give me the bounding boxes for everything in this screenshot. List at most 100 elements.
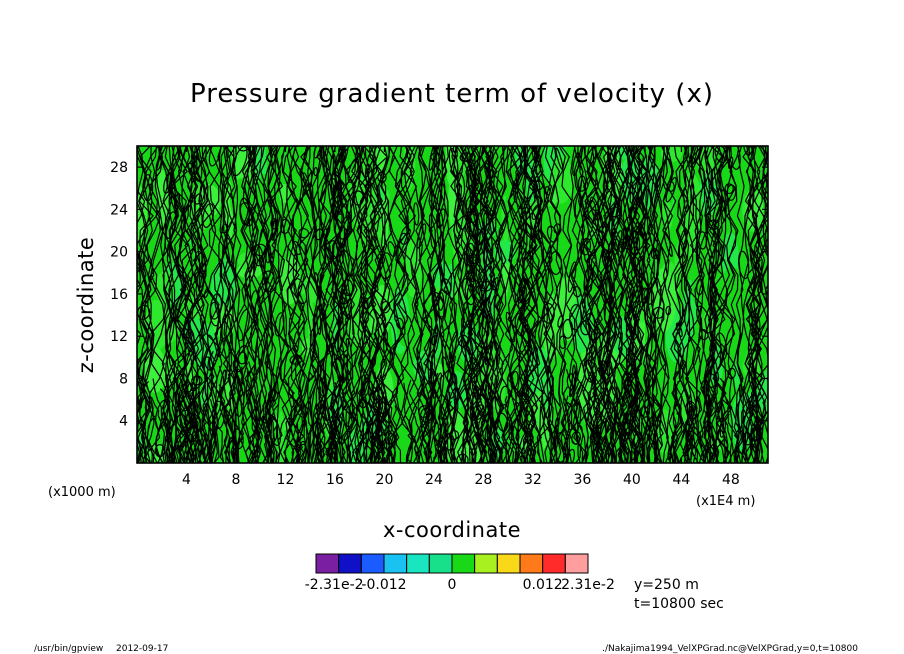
contour-loop — [297, 440, 307, 463]
contour-loop — [174, 193, 181, 210]
colorbar-swatch — [338, 553, 362, 574]
x-tick-label: 48 — [722, 472, 740, 488]
y-axis-unit: (x1000 m) — [48, 485, 116, 500]
contour-line — [340, 146, 355, 463]
contour-loop — [347, 157, 360, 183]
contour-loop — [650, 248, 659, 260]
contour-line-dense — [502, 395, 509, 463]
contour-loop — [271, 218, 278, 241]
contour-loop — [583, 266, 593, 295]
colorbar-swatch — [383, 553, 408, 574]
contour-loop — [727, 367, 736, 380]
contour-line — [469, 146, 492, 463]
contour-line — [218, 146, 238, 463]
x-tick-label: 28 — [475, 472, 493, 488]
contour-loop — [516, 280, 526, 304]
contour-line — [658, 146, 692, 463]
colorbar-label: 0 — [448, 577, 457, 593]
contour-loop — [416, 223, 427, 249]
contour-loop — [569, 304, 583, 331]
contour-loop — [743, 146, 751, 156]
contour-line-dense — [264, 366, 279, 463]
contour-line-dense — [313, 384, 328, 463]
x-tick-label: 36 — [573, 472, 591, 488]
x-axis-unit: (x1E4 m) — [696, 494, 755, 509]
contour-loop — [472, 226, 486, 258]
contour-line-dense — [194, 372, 204, 463]
contour-line-dense — [618, 393, 633, 463]
contour-loop — [292, 240, 302, 256]
contour-loop — [345, 405, 350, 428]
contour-loop — [395, 317, 404, 330]
contour-line-dense — [615, 412, 629, 463]
contour-line-dense — [201, 363, 216, 463]
contour-loop — [313, 166, 319, 177]
x-axis-label: x-coordinate — [383, 518, 521, 542]
contour-loop — [250, 290, 261, 319]
contour-line-dense — [501, 385, 515, 463]
contour-loop — [228, 436, 235, 463]
x-tick-label: 16 — [326, 472, 344, 488]
contour-loop — [562, 319, 574, 339]
contour-loop — [448, 331, 458, 361]
contour-line-dense — [486, 382, 499, 463]
y-tick-label: 8 — [119, 371, 128, 387]
contour-loop — [387, 433, 396, 445]
contour-loop — [567, 261, 577, 293]
contour-line — [266, 146, 295, 463]
y-tick-label: 12 — [110, 329, 128, 345]
contour-line — [420, 146, 442, 463]
contour-line — [579, 146, 601, 463]
contour-line — [604, 146, 622, 463]
contour-loop — [479, 280, 493, 292]
contour-loop — [440, 278, 452, 295]
contour-line-dense — [248, 361, 269, 463]
contour-loop — [599, 420, 607, 451]
contour-line-dense — [330, 382, 343, 463]
colorbar-label: 2.31e-2 — [561, 577, 615, 593]
contour-loop — [580, 320, 591, 336]
contour-line — [316, 146, 333, 463]
contour-line-dense — [736, 374, 745, 463]
contour-loop — [325, 447, 335, 458]
contour-line — [602, 146, 618, 463]
contour-line — [306, 146, 317, 463]
footer-program: /usr/bin/gpview — [34, 644, 103, 654]
contour-line-dense — [223, 373, 233, 463]
contour-loop — [574, 193, 582, 217]
contour-line-dense — [508, 369, 527, 463]
contour-loop — [280, 218, 291, 235]
contour-line-dense — [542, 389, 555, 463]
contour-line-dense — [702, 383, 719, 463]
contour-line-dense — [480, 391, 494, 463]
contour-line-dense — [699, 366, 713, 463]
contour-loop — [708, 219, 720, 231]
x-tick-label: 40 — [623, 472, 641, 488]
contour-loop — [534, 229, 544, 240]
contour-loop — [459, 152, 472, 163]
contour-line-dense — [372, 387, 383, 463]
contour-line-dense — [594, 376, 612, 463]
contour-line-dense — [696, 397, 705, 463]
y-axis-label: z-coordinate — [74, 237, 98, 374]
contour-loop — [675, 322, 683, 338]
contour-loop — [224, 236, 235, 268]
contour-line-dense — [309, 402, 317, 463]
contour-loop — [274, 312, 285, 337]
x-tick-label: 8 — [232, 472, 241, 488]
contour-line-dense — [186, 383, 197, 463]
contour-loop — [719, 418, 727, 438]
contour-loop — [338, 146, 346, 164]
contour-loop — [217, 337, 226, 358]
contour-line-dense — [724, 413, 734, 463]
contour-loop — [583, 359, 597, 383]
contour-line-dense — [175, 370, 192, 463]
contour-loop — [645, 188, 652, 219]
contour-line-dense — [312, 400, 326, 463]
contour-line-dense — [189, 382, 207, 463]
contour-line-dense — [616, 374, 629, 463]
x-tick-label: 4 — [182, 472, 191, 488]
contour-line-dense — [460, 373, 477, 463]
contour-loop — [628, 230, 641, 257]
